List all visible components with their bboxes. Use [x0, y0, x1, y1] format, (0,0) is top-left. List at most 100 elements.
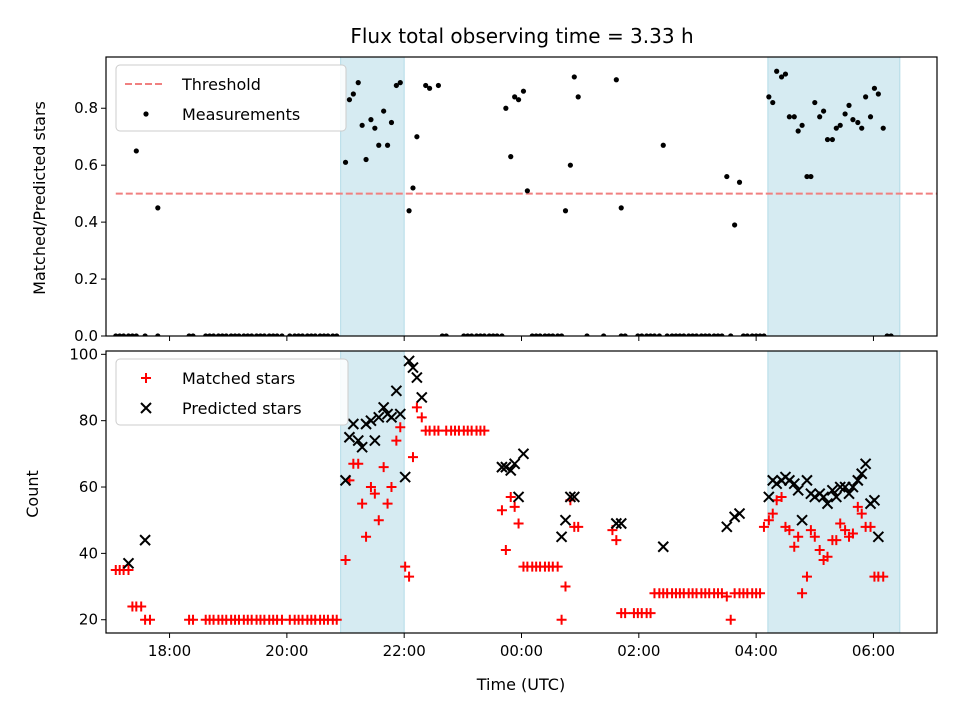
- data-point: [406, 208, 412, 214]
- data-point: [782, 71, 789, 77]
- data-point-matched: [123, 564, 134, 575]
- data-point: [443, 333, 449, 336]
- data-point: [465, 333, 471, 336]
- plot-area: [110, 355, 889, 625]
- data-point-matched: [378, 462, 389, 473]
- data-point: [618, 333, 624, 336]
- data-point: [414, 134, 420, 140]
- data-point-predicted: [390, 385, 403, 397]
- data-point-predicted: [859, 458, 872, 470]
- shaded-range: [340, 56, 405, 337]
- data-point: [299, 333, 306, 336]
- data-point-matched: [505, 491, 516, 502]
- data-point: [550, 333, 556, 336]
- data-point: [837, 122, 843, 128]
- data-point: [795, 128, 801, 134]
- data-point: [863, 94, 869, 100]
- data-point-matched: [188, 614, 199, 625]
- data-point: [133, 148, 139, 154]
- data-point: [808, 173, 814, 180]
- data-point-predicted: [377, 401, 390, 414]
- data-point: [346, 97, 353, 103]
- data-point: [635, 333, 641, 336]
- top-y-axis-label: Matched/Predicted stars: [30, 101, 49, 295]
- bottom-panel: 20 40 60 80 100 18:00 20:00 22:00 00:00 02:00 04:0…: [69, 345, 938, 660]
- data-point: [142, 333, 148, 336]
- data-point: [270, 333, 276, 336]
- plot-area: [113, 68, 937, 336]
- data-point: [245, 333, 251, 336]
- data-point: [728, 333, 734, 336]
- data-point: [261, 333, 267, 336]
- data-point: [304, 333, 310, 336]
- data-point-matched: [856, 508, 867, 519]
- data-point-matched: [496, 505, 507, 516]
- y-tick-label: 20: [79, 611, 98, 629]
- data-point-matched: [809, 531, 820, 542]
- data-point: [820, 108, 827, 114]
- data-point: [651, 333, 658, 336]
- data-point: [698, 333, 704, 336]
- data-point: [681, 333, 687, 336]
- data-point-predicted: [801, 474, 813, 487]
- data-point-predicted: [407, 361, 419, 374]
- data-point-predicted: [728, 511, 741, 523]
- data-point-predicted: [399, 471, 411, 483]
- data-point: [363, 156, 369, 163]
- data-point: [786, 114, 792, 120]
- data-point-matched: [755, 588, 766, 599]
- data-point-predicted: [770, 477, 783, 490]
- data-point: [766, 94, 772, 100]
- data-point: [321, 333, 327, 336]
- legend-label: Matched stars: [182, 369, 295, 388]
- data-point-predicted: [369, 434, 381, 447]
- data-point: [842, 111, 848, 117]
- data-point: [833, 125, 839, 131]
- data-point: [875, 91, 881, 97]
- top-panel: 0.0 0.2 0.4 0.6 0.8 Threshold Measurements: [74, 56, 938, 345]
- data-point: [669, 333, 675, 336]
- data-point-matched: [479, 425, 490, 436]
- data-point: [355, 80, 361, 86]
- data-point-matched: [411, 402, 422, 413]
- data-point-matched: [500, 545, 511, 556]
- data-point-matched: [382, 498, 393, 509]
- x-axis-label: Time (UTC): [476, 675, 565, 694]
- data-point: [724, 173, 730, 180]
- data-point: [266, 333, 272, 336]
- data-point: [740, 333, 747, 336]
- data-point: [706, 333, 712, 336]
- x-tick-label: 00:00: [500, 642, 543, 660]
- data-point-predicted: [733, 507, 746, 520]
- data-point: [486, 333, 492, 336]
- data-point-predicted: [847, 481, 859, 493]
- data-point-matched: [784, 525, 795, 536]
- data-point-predicted: [411, 371, 423, 384]
- data-point-predicted: [139, 534, 151, 546]
- legend-predicted-swatch: [140, 402, 152, 414]
- data-point-matched: [847, 528, 858, 539]
- data-point: [427, 85, 433, 91]
- data-point-matched: [552, 561, 563, 572]
- data-point-predicted: [403, 355, 415, 367]
- data-point-predicted: [830, 491, 843, 503]
- legend-box: [115, 64, 347, 132]
- data-point: [555, 333, 561, 336]
- data-point: [575, 94, 581, 100]
- data-point: [686, 333, 692, 336]
- data-point: [562, 208, 569, 214]
- data-point-matched: [331, 614, 342, 625]
- data-point: [376, 142, 382, 148]
- data-point-predicted: [852, 474, 864, 487]
- data-point-predicted: [373, 411, 385, 424]
- data-point: [117, 333, 123, 336]
- data-point: [317, 333, 323, 336]
- data-point: [613, 77, 619, 83]
- data-point: [477, 333, 484, 336]
- data-point: [846, 102, 852, 108]
- data-point: [711, 333, 717, 336]
- data-point: [871, 85, 878, 91]
- x-tick-label: 22:00: [383, 642, 426, 660]
- data-point-predicted: [568, 491, 581, 503]
- data-point: [274, 333, 280, 336]
